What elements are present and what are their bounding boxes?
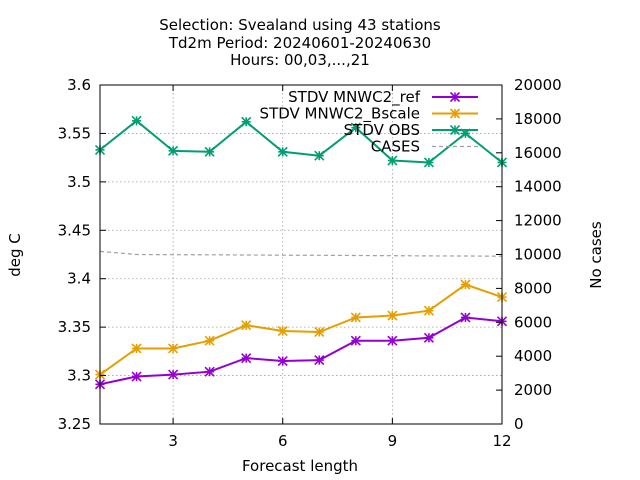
- y2-tick-label: 0: [514, 415, 524, 433]
- data-point: [314, 150, 325, 161]
- y2-tick-label: 18000: [514, 110, 562, 128]
- y-tick-label: 3.35: [58, 318, 91, 336]
- y2-tick-label: 6000: [514, 313, 552, 331]
- y2-tick-label: 4000: [514, 347, 552, 365]
- data-point: [460, 312, 471, 323]
- data-point: [168, 343, 179, 354]
- y2-tick-label: 14000: [514, 178, 562, 196]
- data-point: [277, 325, 288, 337]
- legend-label: STDV MNWC2_ref: [288, 88, 421, 107]
- y2-tick-label: 20000: [514, 76, 562, 94]
- chart-title: Selection: Svealand using 43 stations Td…: [159, 16, 441, 69]
- x-tick-label: 6: [278, 432, 288, 450]
- y2-tick-label: 10000: [514, 246, 562, 264]
- data-point: [168, 145, 179, 156]
- y-tick-label: 3.4: [67, 270, 91, 288]
- data-point: [131, 115, 142, 126]
- data-point: [423, 157, 434, 168]
- title-line-3: Hours: 00,03,...,21: [230, 51, 370, 69]
- title-line-1: Selection: Svealand using 43 stations: [159, 16, 441, 34]
- data-point: [460, 279, 471, 290]
- series-layer: [94, 115, 508, 390]
- y-axis-label: deg C: [6, 233, 24, 277]
- y2-tick-label: 16000: [514, 144, 562, 162]
- y-tick-label: 3.45: [58, 221, 91, 239]
- y2-tick-label: 2000: [514, 381, 552, 399]
- x-tick-label: 3: [168, 432, 178, 450]
- data-point: [277, 355, 288, 367]
- data-point: [241, 353, 252, 364]
- axes: 3.25 3.3 3.35 3.4 3.45 3.5 3.55 3.6 0 2000 4000 600…: [58, 76, 562, 450]
- x-tick-label: 9: [388, 432, 398, 450]
- x-tick-label: 12: [492, 432, 511, 450]
- y-tick-label: 3.5: [67, 173, 91, 191]
- data-point: [350, 122, 361, 133]
- data-point: [314, 326, 325, 338]
- y-tick-label: 3.25: [58, 415, 91, 433]
- series-line: [99, 283, 503, 376]
- legend-label: STDV MNWC2_Bscale: [260, 105, 420, 124]
- data-point: [387, 335, 398, 346]
- grid: [100, 85, 502, 424]
- data-point: [241, 116, 252, 127]
- title-line-2: Td2m Period: 20240601-20240630: [168, 34, 431, 52]
- legend-label: CASES: [371, 138, 420, 156]
- data-point: [350, 312, 361, 323]
- y2-tick-label: 8000: [514, 279, 552, 297]
- data-point: [449, 124, 461, 136]
- y2-axis-label: No cases: [587, 221, 605, 289]
- data-point: [241, 320, 252, 331]
- data-point: [387, 310, 398, 321]
- series-line: [99, 316, 503, 386]
- data-point: [449, 108, 461, 119]
- data-point: [277, 146, 288, 157]
- y2-tick-label: 12000: [514, 212, 562, 230]
- x-axis-label: Forecast length: [242, 457, 358, 475]
- data-point: [449, 91, 461, 103]
- series-line: [99, 250, 503, 257]
- data-point: [131, 343, 142, 354]
- data-point: [168, 369, 179, 380]
- y-tick-label: 3.3: [67, 367, 91, 385]
- data-point: [204, 335, 215, 346]
- data-point: [204, 146, 215, 157]
- y-tick-label: 3.6: [67, 76, 91, 94]
- series-line: [99, 119, 503, 164]
- data-point: [387, 155, 398, 166]
- plot-frame: [99, 84, 503, 425]
- data-point: [314, 355, 325, 366]
- data-point: [423, 305, 434, 316]
- y-tick-label: 3.55: [58, 124, 91, 142]
- data-point: [423, 332, 434, 343]
- data-point: [204, 366, 215, 377]
- data-point: [350, 335, 361, 346]
- data-point: [131, 371, 142, 382]
- legend-label: STDV OBS: [344, 121, 420, 139]
